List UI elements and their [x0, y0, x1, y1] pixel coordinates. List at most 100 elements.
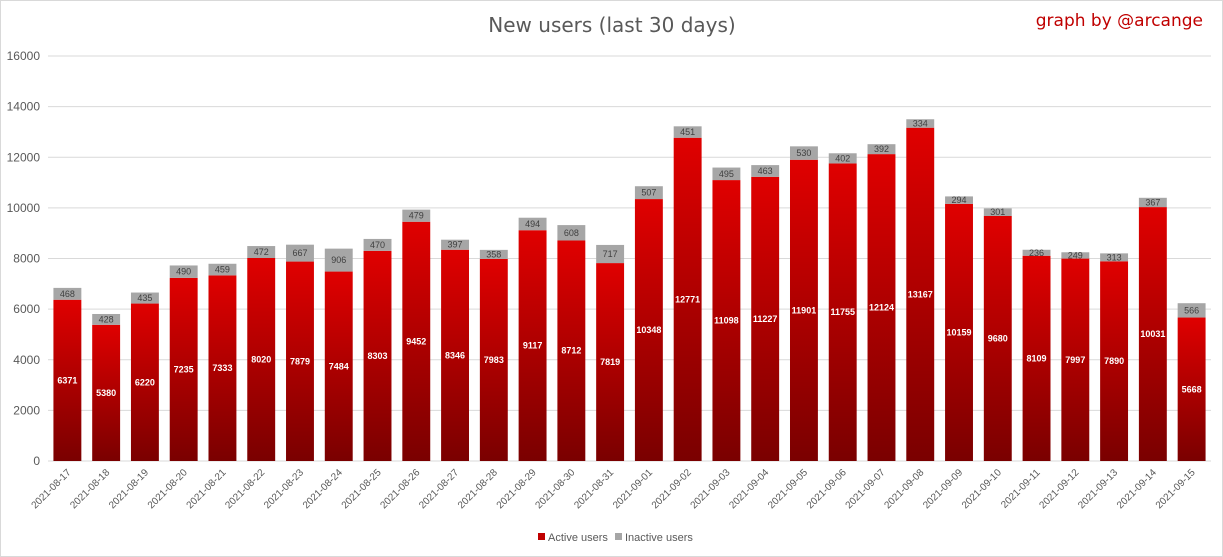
bar-inactive [441, 239, 470, 250]
bar-active [751, 176, 780, 461]
y-tick-label: 14000 [7, 100, 41, 114]
y-tick-label: 2000 [13, 403, 40, 417]
bar-active [479, 258, 508, 461]
bar-inactive [1100, 253, 1129, 262]
data-label-active: 12124 [869, 303, 894, 313]
data-label-active: 10159 [947, 327, 972, 337]
bar-active [828, 163, 857, 461]
data-label-active: 5668 [1182, 384, 1202, 394]
gridlines [48, 55, 1211, 462]
data-label-inactive: 301 [990, 207, 1005, 217]
x-tick-label: 2021-09-09 [921, 467, 965, 511]
bar-active [1177, 317, 1206, 461]
bars: 6371 468 5380 428 6220 435 7235 490 7333 459 8020 4… [53, 118, 1206, 462]
data-label-inactive: 397 [448, 240, 463, 250]
legend-swatch-inactive [615, 533, 622, 540]
x-tick-label: 2021-08-25 [340, 467, 384, 511]
legend-swatch-active [538, 533, 545, 540]
data-label-inactive: 495 [719, 169, 734, 179]
bar-active [634, 199, 663, 461]
x-tick-label: 2021-08-21 [185, 467, 229, 511]
x-tick-label: 2021-09-05 [766, 467, 810, 511]
y-tick-label: 8000 [13, 252, 40, 266]
bar-active [518, 230, 547, 461]
data-label-inactive: 428 [99, 314, 114, 324]
data-label-active: 7983 [484, 355, 504, 365]
bar-active [92, 324, 121, 461]
x-tick-label: 2021-08-30 [534, 467, 578, 511]
x-tick-label: 2021-08-19 [107, 467, 151, 511]
data-label-active: 7997 [1065, 355, 1085, 365]
data-label-active: 7819 [600, 357, 620, 367]
data-label-inactive: 494 [525, 219, 540, 229]
bar-active [673, 137, 702, 461]
data-label-active: 9117 [523, 341, 543, 351]
x-tick-label: 2021-09-04 [727, 467, 771, 511]
data-label-inactive: 249 [1068, 250, 1083, 260]
bar-active [712, 180, 741, 461]
bar-inactive [1022, 249, 1051, 256]
data-label-inactive: 507 [641, 188, 656, 198]
data-label-active: 11901 [792, 305, 817, 315]
data-label-active: 8020 [251, 354, 271, 364]
bar-inactive [130, 292, 159, 304]
bar-inactive [789, 146, 818, 160]
bar-active [247, 257, 276, 461]
data-label-active: 8303 [368, 351, 388, 361]
bar-active [906, 127, 935, 461]
y-tick-label: 4000 [13, 353, 40, 367]
data-label-inactive: 313 [1107, 252, 1122, 262]
bar-active [1138, 207, 1167, 461]
bar-active [1061, 258, 1090, 461]
x-tick-label: 2021-08-22 [223, 467, 267, 511]
y-tick-label: 12000 [7, 150, 41, 164]
legend-label-inactive: Inactive users [625, 532, 693, 544]
bar-active [557, 240, 586, 461]
bar-active [286, 261, 314, 461]
x-axis: 2021-08-172021-08-182021-08-192021-08-20… [30, 467, 1198, 511]
x-tick-label: 2021-09-08 [882, 467, 926, 511]
bar-inactive [169, 265, 198, 278]
x-tick-label: 2021-09-02 [650, 467, 694, 511]
data-label-active: 6220 [135, 377, 155, 387]
data-label-active: 6371 [57, 375, 77, 385]
bar-active [789, 159, 818, 462]
bar-inactive [518, 217, 547, 231]
x-tick-label: 2021-09-13 [1076, 467, 1120, 511]
bar-inactive [945, 196, 973, 204]
data-label-inactive: 667 [292, 248, 307, 258]
bar-inactive [363, 238, 392, 251]
bar-inactive [1061, 252, 1090, 259]
y-tick-label: 16000 [7, 49, 41, 63]
x-tick-label: 2021-08-29 [495, 467, 539, 511]
legend: Active users Inactive users [538, 532, 693, 544]
bar-inactive [596, 244, 625, 264]
x-tick-label: 2021-09-11 [999, 467, 1043, 511]
data-label-active: 10348 [636, 325, 661, 335]
bar-inactive [557, 225, 586, 241]
bar-active [1100, 261, 1129, 461]
bar-inactive [751, 165, 780, 177]
x-tick-label: 2021-09-03 [689, 467, 733, 511]
bar-inactive [1138, 197, 1167, 208]
bar-inactive [983, 208, 1012, 216]
data-label-inactive: 530 [796, 148, 811, 158]
bar-active [596, 263, 625, 461]
data-label-inactive: 470 [370, 240, 385, 250]
data-label-inactive: 451 [680, 127, 695, 137]
data-label-active: 7484 [329, 361, 349, 371]
data-label-inactive: 402 [835, 153, 850, 163]
bar-inactive [208, 263, 237, 276]
data-label-inactive: 472 [254, 247, 269, 257]
x-tick-label: 2021-08-26 [378, 467, 422, 511]
bar-inactive [906, 119, 935, 128]
data-label-inactive: 906 [331, 255, 346, 265]
x-tick-label: 2021-08-31 [572, 467, 616, 511]
data-label-active: 10031 [1140, 329, 1165, 339]
chart-title: New users (last 30 days) [488, 13, 735, 37]
data-label-active: 12771 [675, 294, 700, 304]
bar-inactive [53, 287, 82, 300]
y-tick-label: 10000 [7, 201, 41, 215]
bar-active [441, 249, 470, 461]
